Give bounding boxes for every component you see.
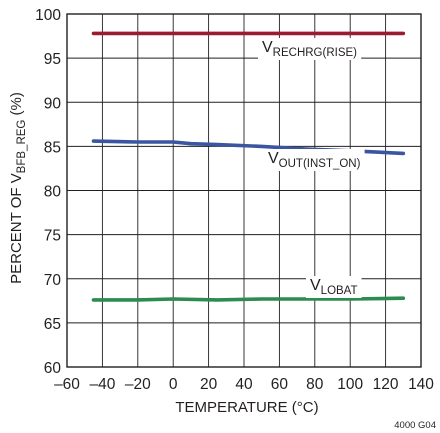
y-tick-label: 95 xyxy=(44,51,61,68)
series-label-background xyxy=(258,38,362,60)
x-tick-label: –40 xyxy=(89,376,115,393)
x-tick-label: 140 xyxy=(408,376,434,393)
x-tick-label: 40 xyxy=(235,376,253,393)
x-tick-label: 0 xyxy=(169,376,178,393)
y-tick-label: 100 xyxy=(35,7,61,24)
y-tick-label: 65 xyxy=(44,316,61,333)
series-label-vlobat: VLOBAT xyxy=(310,277,358,297)
y-tick-label: 75 xyxy=(44,228,61,245)
series-label-background xyxy=(264,149,365,171)
label-boxes xyxy=(258,38,365,298)
x-tick-labels: –60 –40 –20 0 20 40 60 80 100 120 140 xyxy=(54,376,434,393)
y-tick-labels: 60 65 70 75 80 85 90 95 100 xyxy=(35,7,61,377)
x-tick-label: 100 xyxy=(337,376,363,393)
y-tick-label: 85 xyxy=(44,139,61,156)
series-label-vrechrg-rise: VRECHRG(RISE) xyxy=(262,39,357,59)
x-tick-label: –20 xyxy=(125,376,151,393)
grid xyxy=(66,13,422,368)
figure-id: 4000 G04 xyxy=(394,420,436,431)
y-tick-label: 80 xyxy=(44,184,62,201)
x-tick-label: –60 xyxy=(54,376,80,393)
y-tick-label: 60 xyxy=(44,360,62,377)
plot-frame xyxy=(66,13,422,368)
series-label-vout-inst-on: VOUT(INST_ON) xyxy=(268,150,361,170)
y-tick-label: 90 xyxy=(44,95,62,112)
x-tick-label: 80 xyxy=(306,376,324,393)
x-tick-label: 60 xyxy=(271,376,289,393)
x-axis-title: TEMPERATURE (°C) xyxy=(175,399,318,416)
y-tick-label: 70 xyxy=(44,272,62,289)
x-tick-label: 20 xyxy=(200,376,218,393)
x-tick-label: 120 xyxy=(373,376,399,393)
series-label-background xyxy=(306,276,362,298)
series-vlobat xyxy=(91,296,406,302)
y-axis-title: PERCENT OF VBFB_REG (%) xyxy=(8,92,28,284)
